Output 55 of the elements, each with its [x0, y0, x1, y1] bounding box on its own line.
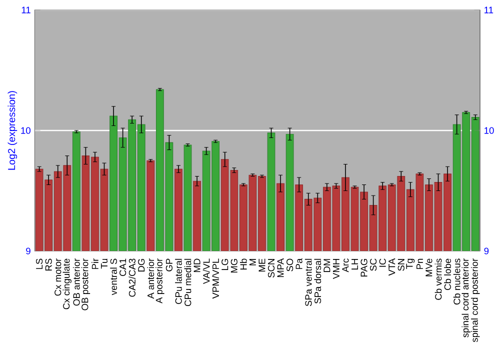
x-tick-label: Cx cingulate	[62, 258, 72, 310]
x-tick-label: Cb vermis	[434, 258, 442, 300]
x-tick-label: CPu lateral	[175, 258, 182, 304]
x-tick-label: Arc	[342, 258, 349, 272]
x-tick-label: CPu medial	[184, 258, 192, 306]
x-tick-label: CA1	[120, 258, 126, 276]
x-tick-label: MPA	[277, 258, 284, 278]
x-tick-label: Cb lobe	[444, 258, 451, 290]
x-tick-label: spinal cord anterior	[462, 258, 470, 338]
y2-tick-label: 11	[484, 6, 494, 14]
x-tick-label: A posterior	[156, 258, 164, 304]
x-tick-label: ME	[258, 258, 266, 272]
y-tick-label: 10	[21, 127, 30, 134]
x-tick-label: SC	[370, 258, 377, 271]
y2-tick-label: 9	[484, 248, 489, 254]
x-tick-label: RS	[45, 258, 52, 270]
x-tick-label: MG	[230, 258, 238, 273]
x-tick-label: Tu	[100, 258, 108, 269]
x-tick-label: VA/VL	[202, 258, 210, 284]
y2-tick-label: 10	[484, 127, 494, 134]
x-tick-label: GP	[166, 258, 172, 272]
x-tick-label: DG	[138, 258, 145, 272]
x-tick-label: A anterior	[147, 258, 154, 299]
y-tick-label: 9	[26, 248, 30, 254]
x-tick-label: Pn	[416, 258, 423, 269]
x-tick-label: LS	[36, 258, 43, 269]
x-tick-label: Cb nucleus	[453, 258, 460, 305]
x-tick-label: LG	[222, 258, 228, 270]
x-tick-label: SCN	[268, 259, 275, 278]
x-tick-label: Pir	[92, 258, 98, 269]
x-tick-label: PAG	[360, 258, 368, 277]
y-tick-label: 11	[22, 6, 30, 14]
x-tick-label: Tg	[406, 258, 415, 269]
x-tick-label: M	[249, 259, 256, 266]
x-tick-label: ventral S	[110, 258, 117, 296]
x-tick-label: OB posterior	[81, 258, 90, 310]
x-tick-label: LH	[352, 259, 358, 270]
y-axis-title: Log2 (expression)	[8, 91, 18, 170]
x-tick-label: SPa dorsal	[314, 258, 322, 304]
x-tick-label: IC	[379, 258, 386, 267]
x-tick-label: Cx motor	[54, 258, 62, 296]
x-tick-label: CA2/CA3	[128, 258, 136, 297]
x-tick-label: DM	[324, 259, 330, 272]
x-tick-label: MD	[194, 258, 200, 272]
x-tick-label: SO	[286, 258, 294, 272]
x-tick-label: VPM/VPL	[212, 258, 220, 299]
x-tick-label: VTA	[388, 258, 396, 276]
x-tick-label: OB anterior	[73, 258, 80, 306]
x-tick-label: SN	[398, 259, 404, 271]
x-tick-label: MVe	[426, 258, 432, 276]
x-tick-label: spinal cord posterior	[471, 258, 480, 342]
x-tick-label: Pa	[296, 258, 302, 269]
x-tick-label: VMH	[332, 259, 340, 279]
x-tick-label: SPa ventral	[304, 258, 312, 306]
x-tick-label: Hb	[240, 258, 247, 270]
